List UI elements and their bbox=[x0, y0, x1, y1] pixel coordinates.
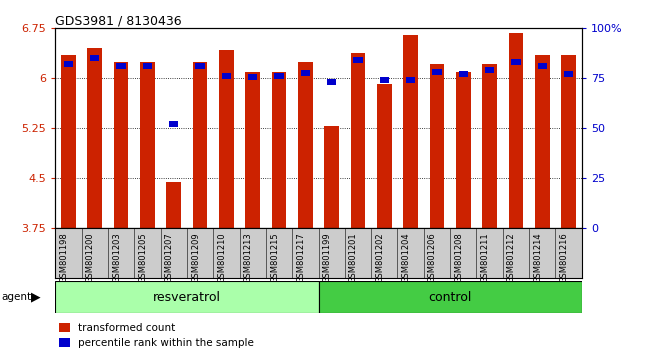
Bar bbox=[301, 70, 310, 76]
Bar bbox=[351, 53, 365, 228]
Text: control: control bbox=[428, 291, 472, 304]
Bar bbox=[432, 69, 441, 75]
Text: GSM801212: GSM801212 bbox=[507, 232, 516, 283]
Bar bbox=[380, 77, 389, 82]
Bar bbox=[166, 182, 181, 228]
Text: resveratrol: resveratrol bbox=[153, 291, 221, 304]
Text: GSM801213: GSM801213 bbox=[244, 232, 253, 283]
Bar bbox=[274, 73, 283, 79]
Text: GSM801204: GSM801204 bbox=[402, 232, 411, 283]
Bar bbox=[485, 67, 494, 73]
Bar bbox=[377, 84, 391, 228]
Bar bbox=[404, 35, 418, 228]
Bar bbox=[459, 71, 468, 77]
Bar bbox=[535, 55, 549, 228]
Text: GSM801201: GSM801201 bbox=[349, 232, 358, 283]
Text: GSM801203: GSM801203 bbox=[112, 232, 121, 283]
Bar bbox=[564, 71, 573, 77]
Bar bbox=[318, 281, 582, 313]
Bar bbox=[88, 48, 102, 228]
Text: ▶: ▶ bbox=[31, 291, 41, 304]
Text: GSM801198: GSM801198 bbox=[59, 232, 68, 283]
Bar bbox=[456, 72, 471, 228]
Bar bbox=[196, 63, 205, 69]
Bar bbox=[324, 126, 339, 228]
Text: GSM801206: GSM801206 bbox=[428, 232, 437, 283]
Bar bbox=[512, 59, 521, 65]
Bar bbox=[430, 64, 444, 228]
Bar bbox=[327, 79, 336, 85]
Text: GSM801214: GSM801214 bbox=[533, 232, 542, 283]
Bar bbox=[219, 50, 233, 228]
Text: GSM801202: GSM801202 bbox=[375, 232, 384, 283]
Text: GSM801211: GSM801211 bbox=[480, 232, 489, 283]
Bar bbox=[482, 64, 497, 228]
Bar bbox=[55, 281, 318, 313]
Bar bbox=[61, 55, 75, 228]
Bar bbox=[64, 61, 73, 67]
Bar bbox=[116, 63, 125, 69]
Text: GSM801207: GSM801207 bbox=[164, 232, 174, 283]
Text: GSM801205: GSM801205 bbox=[138, 232, 148, 283]
Text: GSM801209: GSM801209 bbox=[191, 232, 200, 283]
Bar bbox=[193, 62, 207, 228]
Bar bbox=[140, 62, 155, 228]
Bar bbox=[90, 55, 99, 61]
Text: agent: agent bbox=[1, 292, 31, 302]
Text: GSM801200: GSM801200 bbox=[86, 232, 95, 283]
Text: GSM801217: GSM801217 bbox=[296, 232, 306, 283]
Legend: transformed count, percentile rank within the sample: transformed count, percentile rank withi… bbox=[55, 319, 258, 352]
Bar bbox=[538, 63, 547, 69]
Bar bbox=[248, 74, 257, 80]
Text: GSM801210: GSM801210 bbox=[217, 232, 226, 283]
Text: GSM801208: GSM801208 bbox=[454, 232, 463, 283]
Bar bbox=[354, 57, 363, 63]
Bar bbox=[246, 72, 260, 228]
Bar bbox=[169, 121, 178, 127]
Bar bbox=[562, 55, 576, 228]
Bar bbox=[222, 73, 231, 79]
Text: GDS3981 / 8130436: GDS3981 / 8130436 bbox=[55, 14, 182, 27]
Text: GSM801199: GSM801199 bbox=[322, 232, 332, 283]
Text: GSM801216: GSM801216 bbox=[560, 232, 569, 283]
Bar bbox=[406, 77, 415, 83]
Bar bbox=[272, 72, 286, 228]
Text: GSM801215: GSM801215 bbox=[270, 232, 279, 283]
Bar bbox=[298, 62, 313, 228]
Bar bbox=[509, 33, 523, 228]
Bar bbox=[143, 63, 152, 69]
Bar bbox=[114, 62, 128, 228]
